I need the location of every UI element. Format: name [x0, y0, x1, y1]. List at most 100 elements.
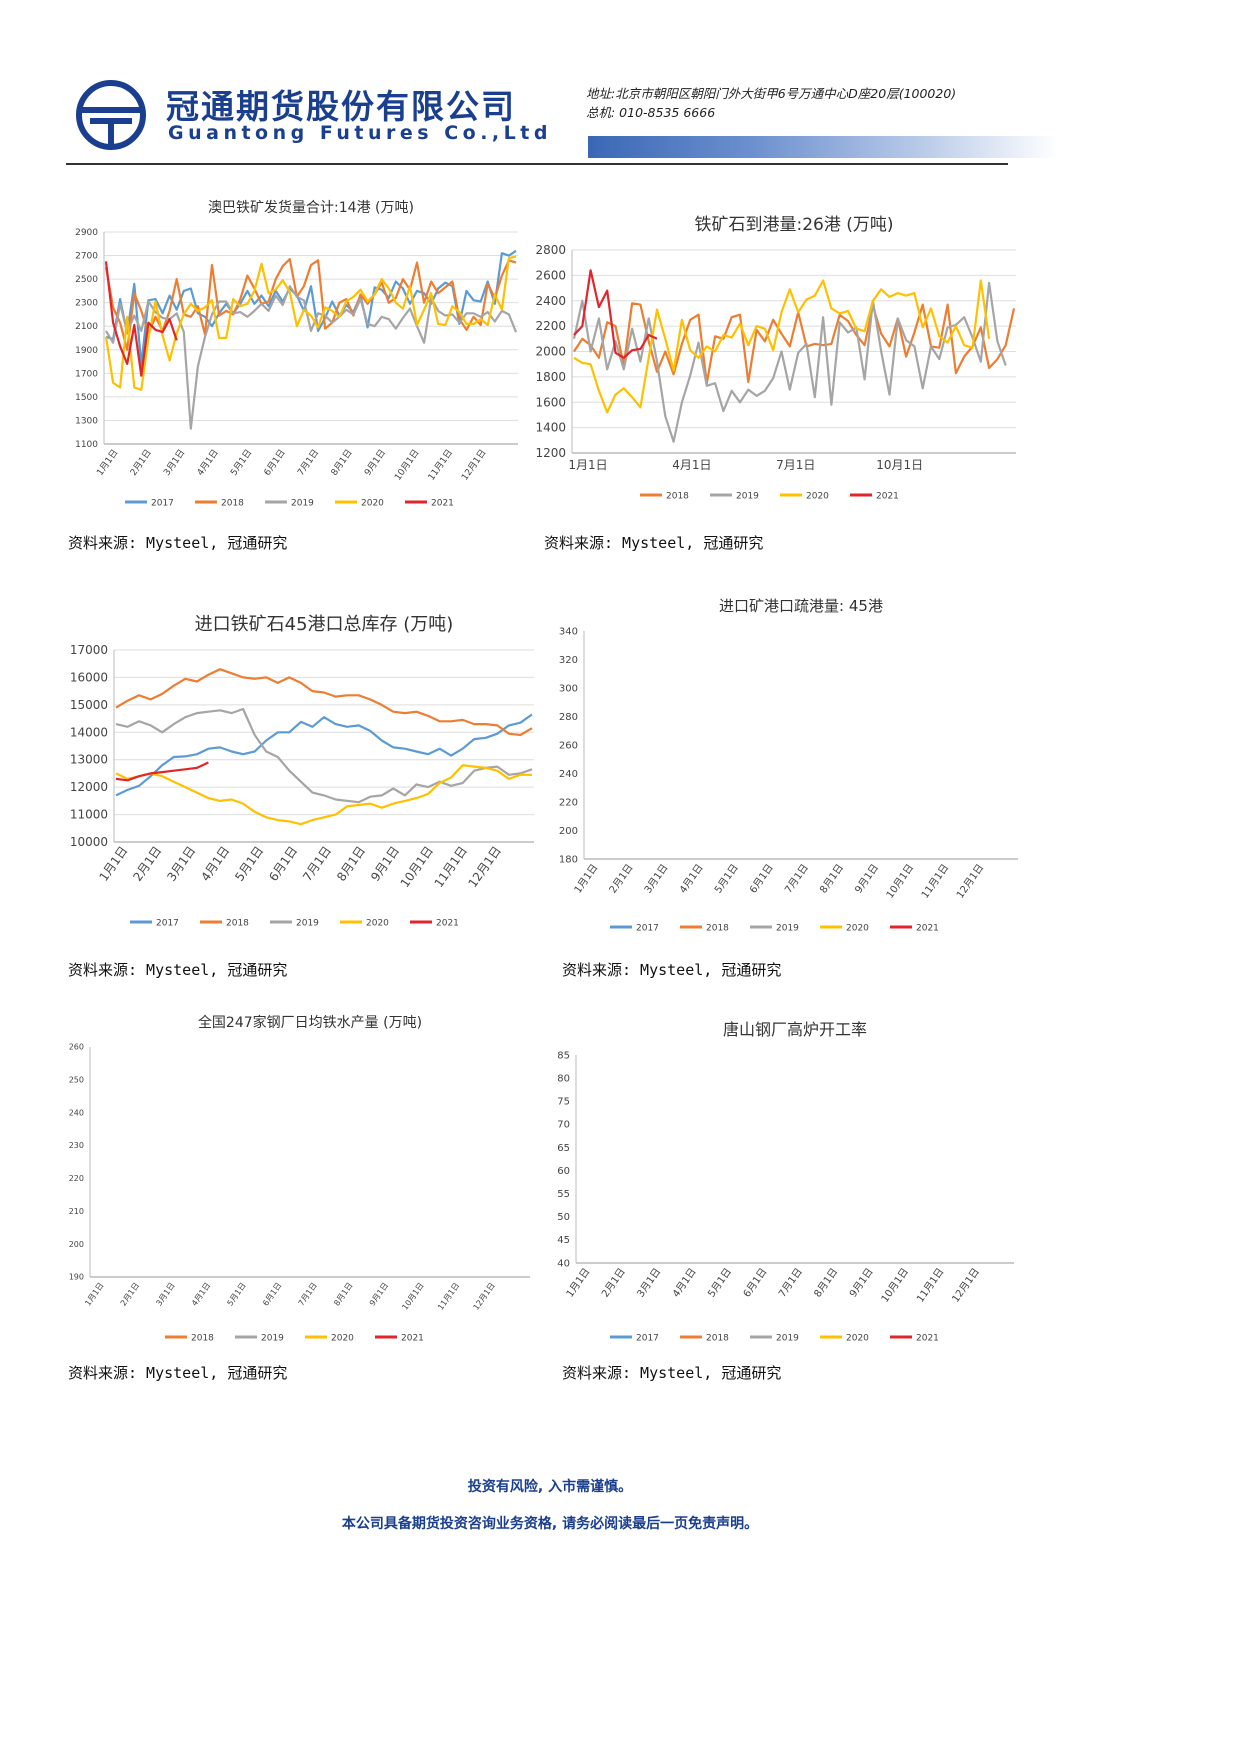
legend-item-2021: 2021	[890, 1334, 939, 1344]
y-tick-label: 2000	[535, 345, 566, 359]
x-tick-label: 10月1日	[400, 1281, 425, 1312]
series-line-2017	[105, 249, 517, 367]
x-tick-label: 4月1日	[670, 1266, 699, 1300]
x-tick-label: 4月1日	[677, 862, 706, 896]
y-tick-label: 180	[559, 854, 578, 865]
series-line-2021	[104, 261, 178, 377]
x-tick-label: 9月1日	[368, 844, 402, 884]
svg-text:2021: 2021	[916, 924, 939, 934]
svg-text:2020: 2020	[846, 1334, 869, 1344]
chart-title-port-clearance: 进口矿港口疏港量: 45港	[719, 597, 883, 615]
chart-panel-hot-metal: 全国247家钢厂日均铁水产量 (万吨) 260 250 240 230 220 210 200…	[60, 1005, 550, 1350]
y-tick-label: 55	[557, 1189, 570, 1200]
legend-item-2018: 2018	[680, 1334, 729, 1344]
y-tick-label: 1400	[535, 421, 566, 435]
x-tick-label: 8月1日	[817, 862, 846, 896]
legend-item-2020: 2020	[335, 499, 384, 509]
svg-text:2018: 2018	[191, 1334, 214, 1344]
svg-text:2018: 2018	[221, 499, 244, 509]
y-tick-label: 65	[557, 1143, 570, 1154]
x-tick-label: 6月1日	[741, 1266, 770, 1300]
legend-item-2020: 2020	[780, 492, 829, 502]
y-tick-label: 240	[559, 769, 578, 780]
x-tick-label: 1月1日	[96, 844, 130, 884]
y-tick-label: 260	[69, 1043, 84, 1052]
legend-item-2017: 2017	[610, 924, 659, 934]
y-tick-label: 2700	[75, 252, 98, 262]
x-tick-label: 12月1日	[954, 862, 986, 901]
x-tick-label: 2月1日	[607, 862, 636, 896]
y-tick-label: 230	[69, 1141, 84, 1150]
x-tick-label: 2月1日	[130, 844, 164, 884]
x-tick-label: 8月1日	[329, 447, 355, 477]
y-tick-label: 2400	[535, 294, 566, 308]
y-tick-label: 200	[69, 1240, 84, 1249]
chart-svg-hot-metal: 全国247家钢厂日均铁水产量 (万吨) 260 250 240 230 220 210 200…	[69, 1014, 530, 1344]
y-tick-label: 320	[559, 655, 578, 666]
x-tick-label: 6月1日	[261, 1281, 283, 1308]
legend-item-2017: 2017	[125, 499, 174, 509]
y-tick-label: 300	[559, 683, 578, 694]
series-line-2021	[115, 761, 209, 782]
x-tick-label: 7月1日	[776, 458, 815, 472]
chart-svg-inventory: 进口铁矿石45港口总库存 (万吨) 17000 16000 15000 14000 130…	[70, 614, 534, 929]
y-tick-label: 12000	[70, 780, 108, 794]
y-tick-label: 260	[559, 740, 578, 751]
x-tick-label: 12月1日	[472, 1281, 497, 1312]
company-address: 地址:北京市朝阳区朝阳门外大街甲6号万通中心D座20层(100020)	[586, 86, 957, 101]
company-name-cn: 冠通期货股份有限公司	[166, 87, 516, 126]
svg-text:2020: 2020	[331, 1334, 354, 1344]
x-tick-label: 3月1日	[164, 844, 198, 884]
y-tick-label: 1800	[535, 370, 566, 384]
y-tick-label: 1700	[75, 369, 98, 379]
series-line-2020	[104, 255, 517, 391]
y-tick-label: 75	[557, 1097, 570, 1108]
legend-item-2017: 2017	[130, 919, 179, 929]
x-tick-label: 10月1日	[398, 844, 436, 890]
svg-text:2017: 2017	[151, 499, 174, 509]
svg-text:2017: 2017	[636, 924, 659, 934]
x-tick-label: 11月1日	[436, 1281, 461, 1312]
y-tick-label: 40	[557, 1258, 570, 1269]
x-tick-label: 1月1日	[95, 447, 121, 477]
x-tick-label: 8月1日	[332, 1281, 354, 1308]
svg-text:2019: 2019	[261, 1334, 284, 1344]
legend-item-2020: 2020	[820, 924, 869, 934]
svg-text:2017: 2017	[636, 1334, 659, 1344]
y-tick-label: 80	[557, 1073, 570, 1084]
y-tick-label: 2200	[535, 319, 566, 333]
x-tick-label: 5月1日	[705, 1266, 734, 1300]
x-tick-label: 1月1日	[568, 458, 607, 472]
svg-text:2021: 2021	[916, 1334, 939, 1344]
x-tick-label: 11月1日	[919, 862, 951, 901]
x-tick-label: 11月1日	[432, 844, 470, 890]
legend-item-2021: 2021	[405, 499, 454, 509]
x-tick-label: 7月1日	[295, 447, 321, 477]
legend-item-2019: 2019	[235, 1334, 284, 1344]
y-tick-label: 240	[69, 1108, 84, 1117]
y-tick-label: 2600	[535, 268, 566, 282]
x-tick-label: 12月1日	[950, 1266, 982, 1305]
x-tick-label: 7月1日	[782, 862, 811, 896]
y-tick-label: 1500	[75, 393, 98, 403]
y-tick-label: 2100	[75, 322, 98, 332]
legend-item-2018: 2018	[200, 919, 249, 929]
y-tick-label: 220	[559, 797, 578, 808]
page-header: 冠通期货股份有限公司 Guantong Futures Co.,Ltd 地址:北…	[0, 0, 1100, 170]
svg-text:2021: 2021	[431, 499, 454, 509]
chart-panel-blast-furnace: 唐山钢厂高炉开工率 85 80 75 70 65 60 55 50 45 40 1月1日 2月1日 3月1…	[540, 1005, 1030, 1350]
legend-item-2019: 2019	[710, 492, 759, 502]
svg-text:2018: 2018	[666, 492, 689, 502]
x-tick-label: 2月1日	[128, 447, 154, 477]
disclaimer-notice: 本公司具备期货投资咨询业务资格, 请务必阅读最后一页免责声明。	[341, 1516, 759, 1532]
series-line-2020	[573, 279, 991, 414]
chart-svg-port-clearance: 进口矿港口疏港量: 45港 340 320 300 280 260 240 220 200 180…	[559, 597, 1018, 934]
x-tick-label: 9月1日	[853, 862, 882, 896]
x-tick-label: 4月1日	[195, 447, 221, 477]
svg-text:2020: 2020	[361, 499, 384, 509]
svg-text:2019: 2019	[776, 924, 799, 934]
legend-item-2021: 2021	[850, 492, 899, 502]
x-tick-label: 4月1日	[190, 1281, 212, 1308]
y-tick-label: 1900	[75, 346, 98, 356]
legend-item-2018: 2018	[165, 1334, 214, 1344]
